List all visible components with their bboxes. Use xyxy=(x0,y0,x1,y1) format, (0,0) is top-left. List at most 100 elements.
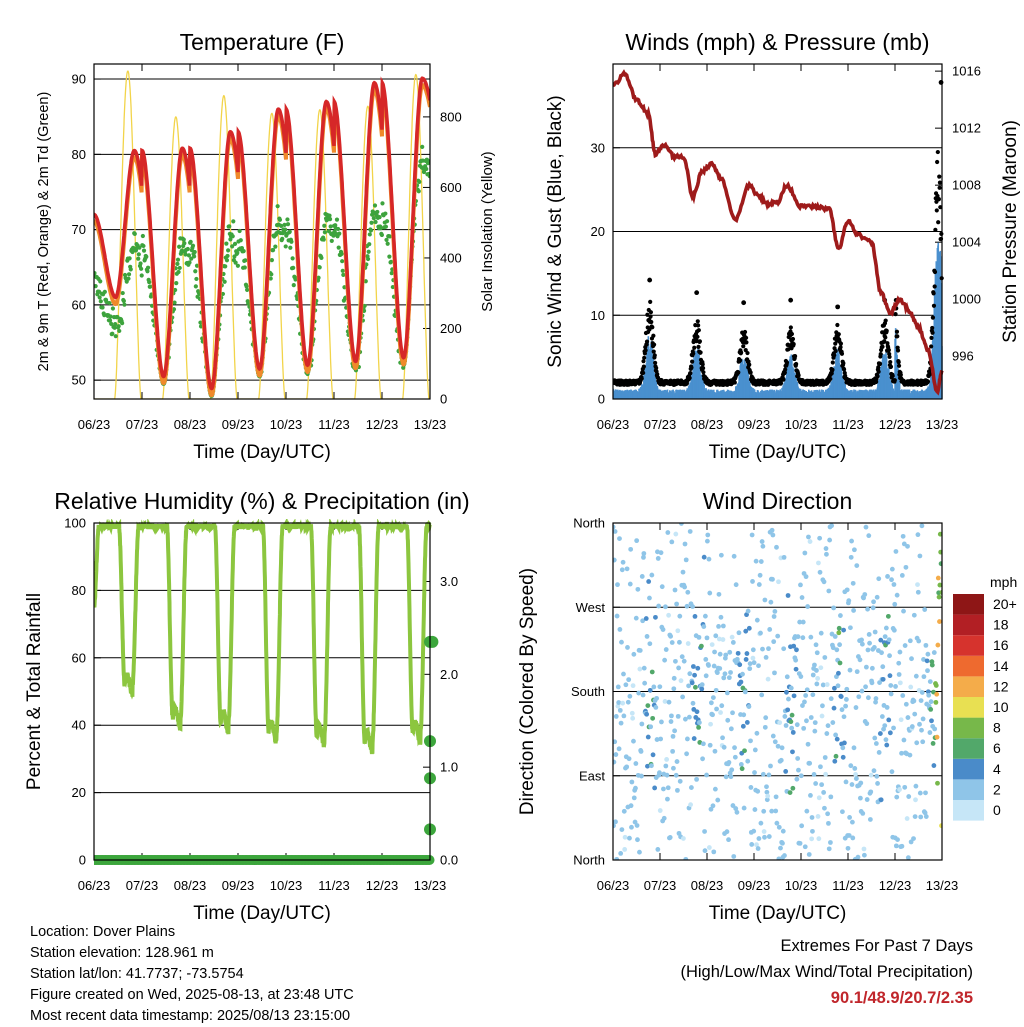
wind-direction-point xyxy=(895,837,900,843)
wind-direction-point xyxy=(665,785,671,791)
gust-peak-point xyxy=(741,300,747,306)
wind-direction-point xyxy=(794,776,800,782)
wind-direction-point xyxy=(847,667,853,673)
wind-direction-point xyxy=(847,625,853,631)
wind-direction-point xyxy=(930,741,936,746)
wind-direction-point xyxy=(708,721,713,727)
wind-direction-point xyxy=(716,623,721,629)
wind-direction-point xyxy=(621,713,627,719)
gust-point xyxy=(935,193,940,199)
dewpoint-point xyxy=(145,265,151,270)
wind-direction-point xyxy=(715,797,721,803)
wind-direction-point xyxy=(710,712,715,718)
wind-direction-point xyxy=(798,674,804,679)
wind-direction-point xyxy=(748,738,753,744)
wind-direction-point xyxy=(813,642,819,648)
wind-direction-point xyxy=(937,582,942,588)
wind-direction-point xyxy=(704,635,710,641)
dewpoint-point xyxy=(372,203,378,208)
dewpoint-point xyxy=(128,267,133,272)
dewpoint-point xyxy=(291,265,296,270)
wind-direction-point xyxy=(623,682,629,688)
wind-direction-point xyxy=(825,811,831,817)
wind-direction-point xyxy=(886,637,892,643)
dewpoint-point xyxy=(288,245,293,250)
wind-direction-point xyxy=(920,739,926,745)
x-tick-label: 09/23 xyxy=(738,878,771,893)
wind-direction-point xyxy=(677,778,683,784)
dewpoint-point xyxy=(132,231,137,236)
wind-direction-point xyxy=(636,690,642,696)
wind-direction-point xyxy=(918,698,924,703)
wind-direction-point xyxy=(641,551,647,556)
wind-direction-point xyxy=(859,637,864,643)
wind-direction-point xyxy=(892,601,898,607)
wind-direction-point xyxy=(701,554,707,560)
wind-direction-point xyxy=(928,706,934,712)
wind-direction-point xyxy=(777,720,783,726)
wind-direction-point xyxy=(725,717,731,723)
wind-direction-point xyxy=(690,700,696,706)
wind-direction-point xyxy=(788,719,794,725)
wind-direction-point xyxy=(935,642,941,648)
rh-line xyxy=(94,519,432,755)
wind-direction-point xyxy=(682,584,688,590)
gust-point xyxy=(833,348,838,354)
wind-direction-point xyxy=(726,675,732,681)
wind-direction-point xyxy=(805,604,811,609)
gust-point xyxy=(931,303,937,308)
wind-direction-point xyxy=(617,536,622,542)
wind-direction-point xyxy=(887,673,893,679)
wind-direction-point xyxy=(668,633,674,639)
wind-direction-point xyxy=(863,684,868,690)
wind-direction-point xyxy=(819,782,825,788)
wind-direction-point xyxy=(812,728,818,734)
wind-direction-point xyxy=(933,683,939,688)
wind-direction-point xyxy=(691,736,697,741)
wind-direction-point xyxy=(760,543,766,549)
gust-point xyxy=(648,310,654,315)
wind-direction-point xyxy=(786,696,791,702)
wind-direction-point xyxy=(717,666,723,671)
wind-direction-point xyxy=(814,650,820,656)
y-tick-label: 10 xyxy=(591,308,605,323)
dewpoint-point xyxy=(224,258,230,263)
gust-point xyxy=(937,180,943,185)
gust-point xyxy=(939,231,944,236)
gust-point xyxy=(644,339,650,344)
wind-direction-point xyxy=(762,834,767,840)
wind-direction-point xyxy=(712,649,717,655)
wind-direction-point xyxy=(827,537,833,543)
wind-direction-point xyxy=(648,724,654,730)
wind-direction-point xyxy=(848,554,854,560)
wind-direction-point xyxy=(700,741,706,747)
wind-direction-point xyxy=(731,854,737,859)
gust-point xyxy=(732,380,737,385)
wind-direction-point xyxy=(830,720,836,725)
gust-point xyxy=(896,360,901,365)
wind-direction-point xyxy=(793,657,799,663)
wind-direction-point xyxy=(762,597,768,603)
wind-direction-point xyxy=(864,721,870,727)
wind-direction-point xyxy=(873,696,879,701)
wind-direction-point xyxy=(893,684,898,689)
wind-direction-point xyxy=(937,619,942,624)
wind-direction-point xyxy=(933,699,939,705)
wind-direction-point xyxy=(724,690,730,696)
wind-direction-point xyxy=(917,721,922,727)
dewpoint-point xyxy=(327,217,333,222)
wind-direction-point xyxy=(927,679,933,685)
wind-direction-point xyxy=(905,543,910,549)
wind-direction-point xyxy=(907,638,913,644)
wind-direction-point xyxy=(922,607,928,612)
dewpoint-point xyxy=(283,227,288,232)
wind-direction-point xyxy=(683,557,689,563)
y-tick-label: 20 xyxy=(72,785,86,800)
y2-tick-label: 0 xyxy=(440,392,447,407)
wind-direction-point xyxy=(681,658,687,664)
wind-direction-point xyxy=(880,664,886,670)
wind-direction-point xyxy=(684,751,690,757)
x-tick-label: 06/23 xyxy=(597,878,630,893)
legend-swatch xyxy=(953,758,984,780)
wind-direction-point xyxy=(837,642,843,648)
